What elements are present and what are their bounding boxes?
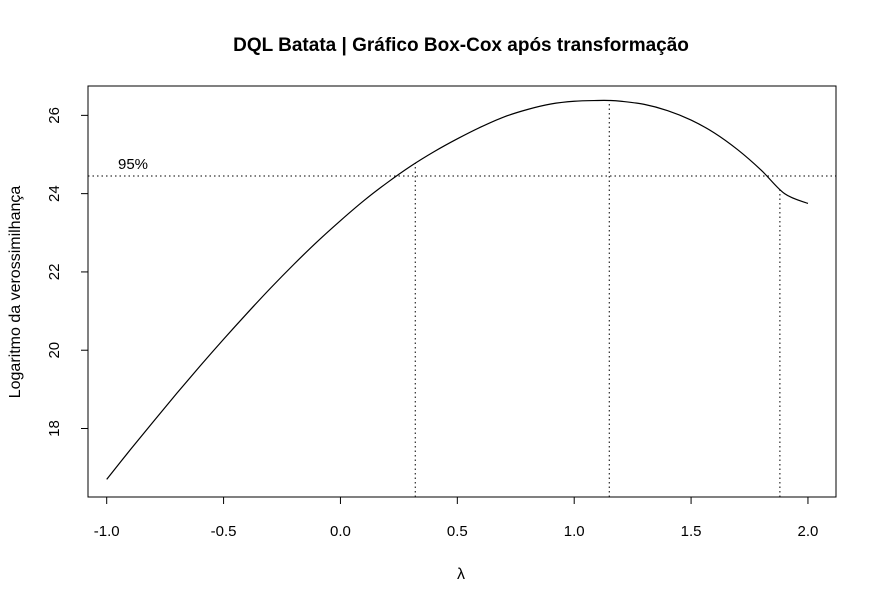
x-tick-label: 1.5 — [681, 523, 702, 540]
x-axis: -1.0 -0.5 0.0 0.5 1.0 1.5 2.0 — [94, 496, 819, 540]
y-tick-label: 20 — [46, 342, 63, 359]
y-axis: 18 20 22 24 26 — [46, 107, 89, 437]
y-tick-label: 18 — [46, 420, 63, 437]
x-tick-label: 1.0 — [564, 523, 585, 540]
y-tick-label: 22 — [46, 264, 63, 281]
x-axis-label: λ — [457, 566, 465, 583]
x-tick-label: 0.0 — [330, 523, 351, 540]
x-tick-label: 0.5 — [447, 523, 468, 540]
plot-area-frame — [87, 85, 837, 498]
x-tick-label: -1.0 — [94, 523, 120, 540]
y-tick-label: 24 — [46, 185, 63, 202]
y-axis-label: Logaritmo da verossimilhança — [7, 186, 24, 399]
x-tick-label: 2.0 — [798, 523, 819, 540]
y-tick-label: 26 — [46, 107, 63, 124]
x-tick-label: -0.5 — [211, 523, 237, 540]
chart-title: DQL Batata | Gráfico Box-Cox após transf… — [233, 35, 689, 56]
confidence-interval-lines — [88, 100, 836, 497]
ci-label-95: 95% — [118, 156, 148, 173]
log-likelihood-curve — [106, 99, 809, 480]
